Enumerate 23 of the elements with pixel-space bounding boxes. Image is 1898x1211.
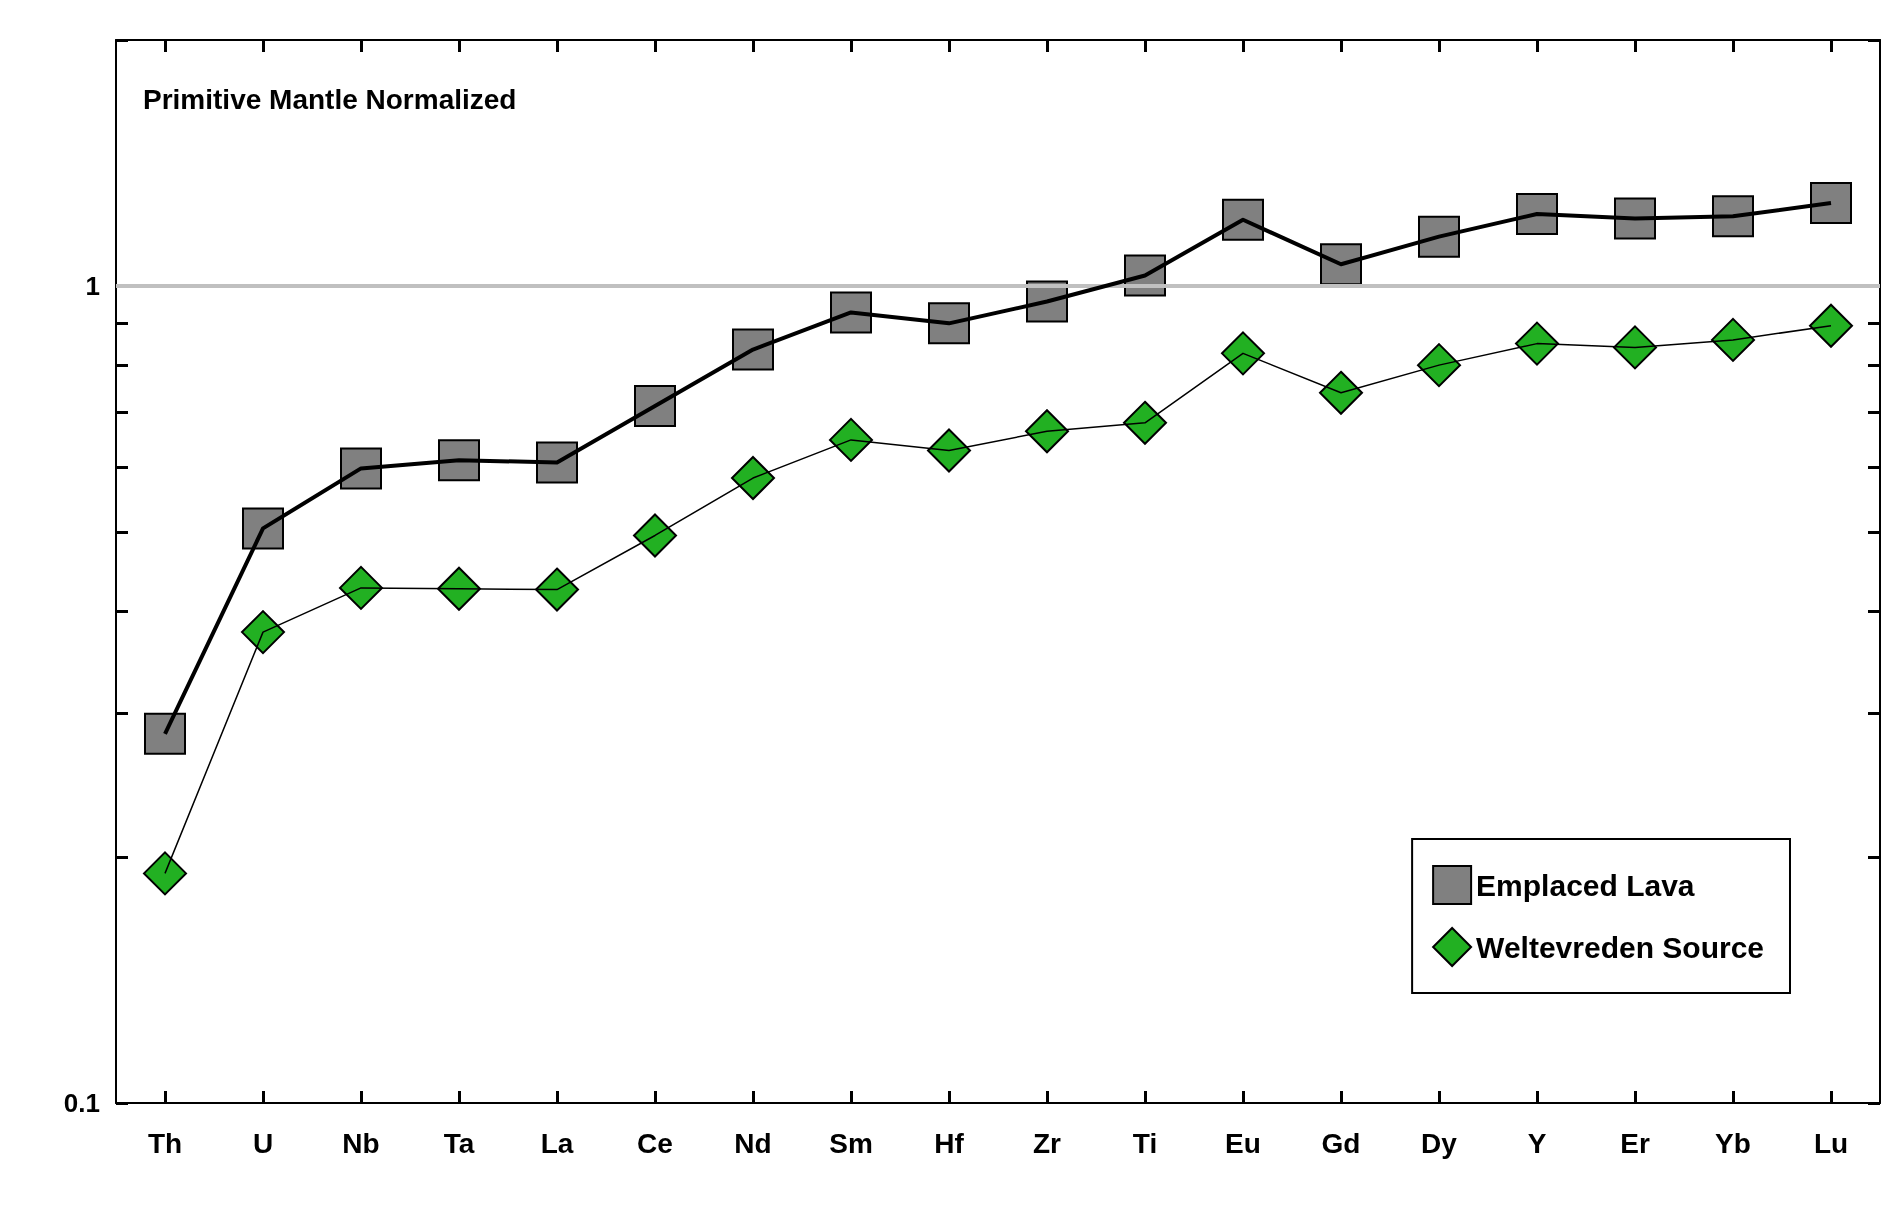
- legend-label: Emplaced Lava: [1476, 868, 1695, 902]
- x-tick-label: Gd: [1321, 1127, 1361, 1159]
- x-tick-label: Ta: [443, 1127, 475, 1159]
- x-tick-label: Hf: [934, 1127, 965, 1159]
- x-tick-label: Yb: [1715, 1127, 1751, 1159]
- x-tick-label: Ti: [1132, 1127, 1158, 1159]
- x-tick-label: Zr: [1033, 1127, 1062, 1159]
- x-tick-label: Eu: [1225, 1127, 1261, 1159]
- x-tick-label: Ce: [637, 1127, 673, 1159]
- x-tick-label: Lu: [1813, 1127, 1849, 1159]
- text: Primitive Mantle Normalized: [143, 83, 517, 115]
- x-tick-label: Er: [1620, 1127, 1650, 1159]
- x-tick-label: U: [252, 1127, 274, 1159]
- x-tick-label: Y: [1527, 1127, 1547, 1159]
- x-tick-label: Nb: [342, 1127, 380, 1159]
- y-tick-label: 1: [85, 270, 100, 301]
- x-tick-label: Nd: [734, 1127, 772, 1159]
- x-tick-label: La: [540, 1127, 574, 1159]
- x-tick-label: Sm: [829, 1127, 873, 1159]
- y-tick-label: 0.1: [63, 1088, 100, 1118]
- legend-label: Weltevreden Source: [1476, 930, 1764, 964]
- x-tick-label: Dy: [1421, 1127, 1458, 1159]
- x-tick-label: Th: [147, 1127, 183, 1159]
